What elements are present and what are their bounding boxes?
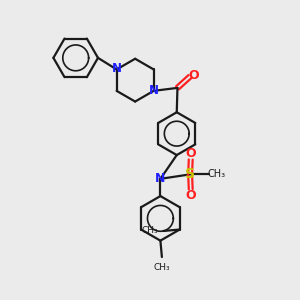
Text: S: S xyxy=(185,167,195,182)
Text: O: O xyxy=(185,147,196,160)
Text: N: N xyxy=(154,172,165,185)
Text: N: N xyxy=(112,62,122,75)
Text: O: O xyxy=(185,189,196,202)
Text: O: O xyxy=(189,69,200,82)
Text: CH₃: CH₃ xyxy=(154,263,170,272)
Text: CH₃: CH₃ xyxy=(208,169,226,179)
Text: CH₃: CH₃ xyxy=(141,226,158,236)
Text: N: N xyxy=(149,84,159,97)
